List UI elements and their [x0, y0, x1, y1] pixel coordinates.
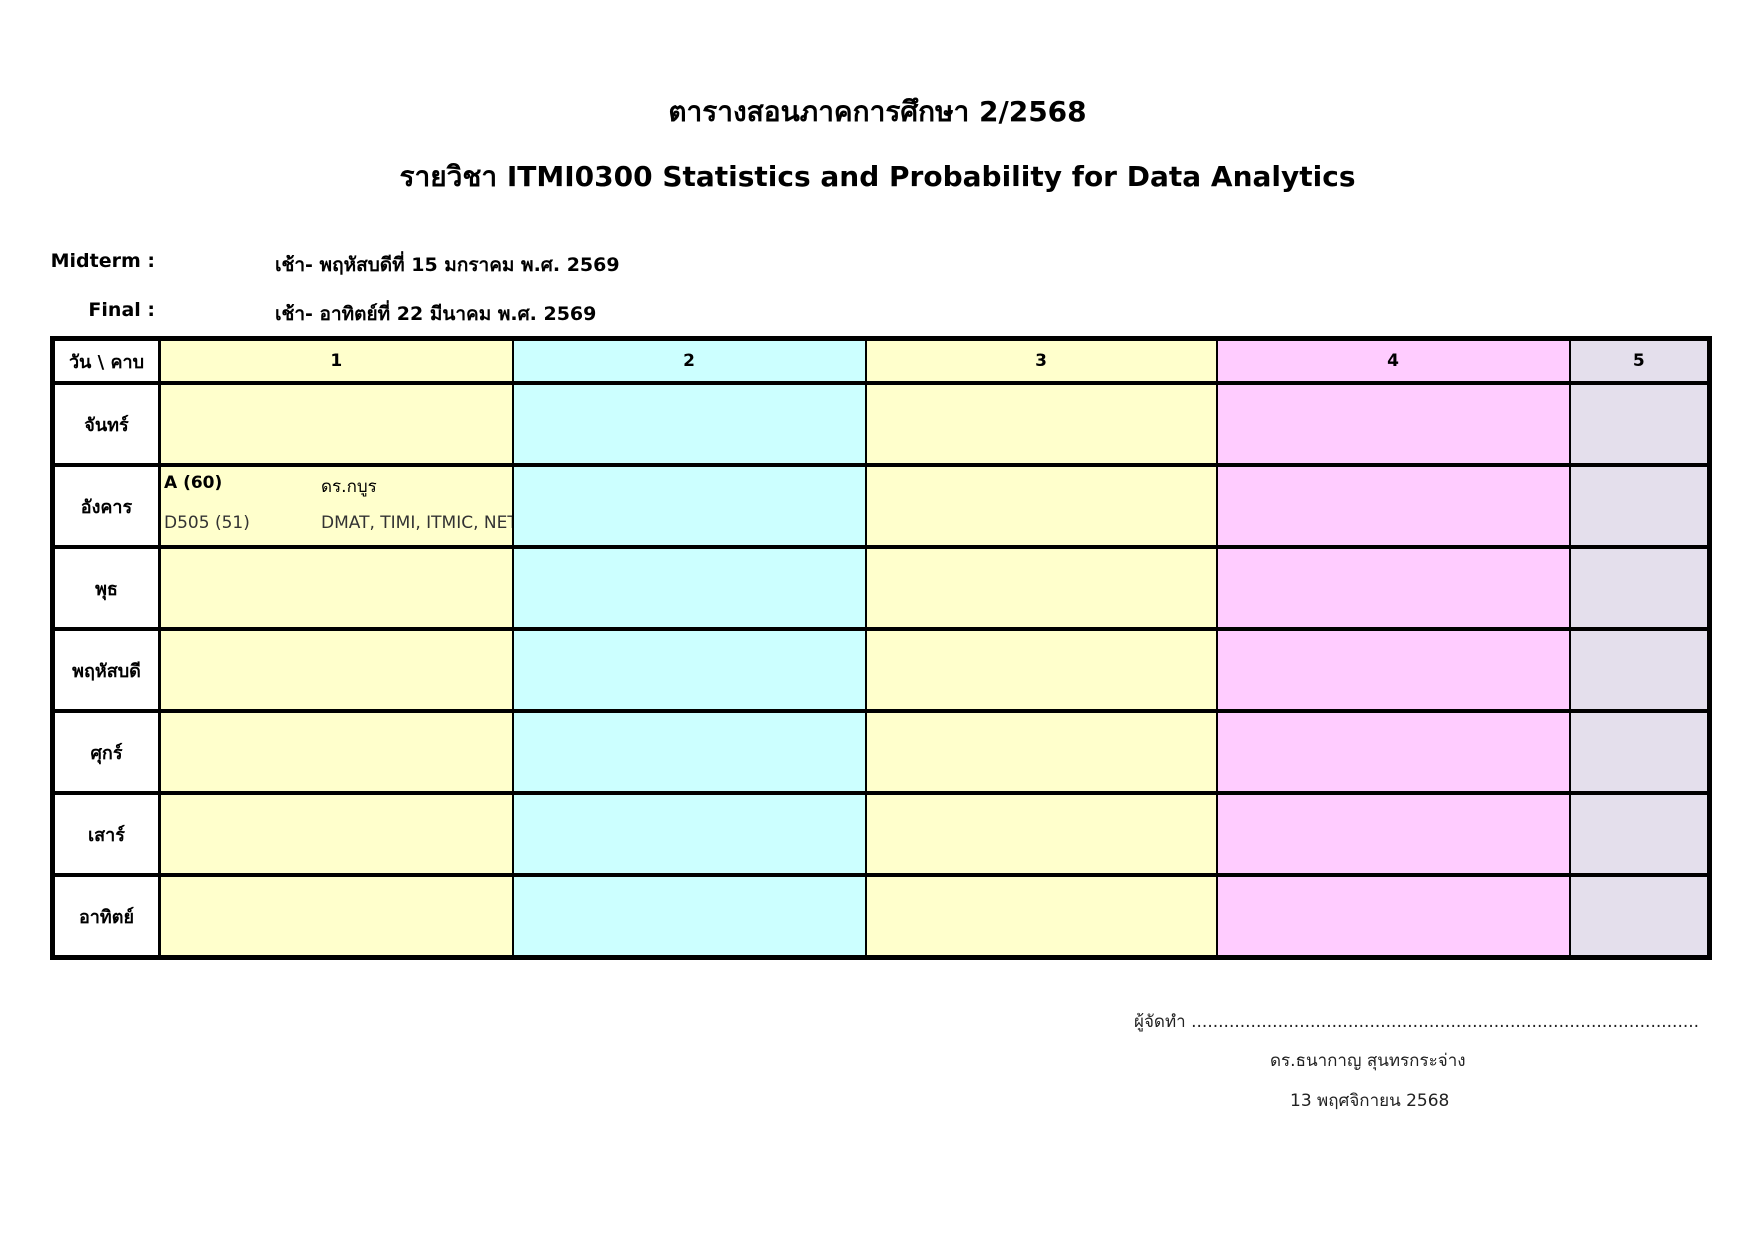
period-header-4: 4 [1215, 337, 1571, 384]
schedule-cell[interactable] [1215, 381, 1571, 466]
schedule-cell[interactable] [158, 709, 514, 794]
schedule-cell[interactable] [1568, 873, 1711, 959]
prepared-date: 13 พฤศจิกายน 2568 [1290, 1091, 1450, 1111]
instructor: ดร.กบูร [321, 477, 377, 497]
preparer-name: ดร.ธนากาญ สุนทรกระจ่าง [1270, 1051, 1466, 1071]
day-label: จันทร์ [51, 381, 161, 466]
schedule-cell[interactable] [864, 873, 1218, 959]
schedule-cell[interactable] [511, 381, 867, 466]
schedule-cell[interactable] [158, 791, 514, 876]
schedule-cell[interactable] [511, 545, 867, 630]
schedule-cell[interactable] [864, 381, 1218, 466]
schedule-cell[interactable] [511, 709, 867, 794]
schedule-cell[interactable] [1568, 381, 1711, 466]
day-row: อังคาร A (60) ดร.กบูร D505 (51) DMAT, TIMI, … [51, 463, 1711, 548]
prepared-by: ผู้จัดทำ ...............................… [1134, 1012, 1700, 1032]
midterm-date: เช้า- พฤหัสบดีที่ 15 มกราคม พ.ศ. 2569 [275, 254, 620, 276]
schedule-cell[interactable] [511, 463, 867, 548]
course-subtitle: รายวิชา ITMI0300 Statistics and Probabil… [399, 160, 1356, 193]
schedule-cell[interactable] [1215, 791, 1571, 876]
schedule-cell[interactable] [1568, 709, 1711, 794]
period-header-3: 3 [864, 337, 1218, 384]
section: A (60) [164, 473, 223, 493]
corner-header: วัน \ คาบ [51, 337, 161, 384]
day-label: อังคาร [51, 463, 161, 548]
schedule-cell[interactable] [1568, 627, 1711, 712]
schedule-cell[interactable] [1568, 545, 1711, 630]
day-label: พุธ [51, 545, 161, 630]
schedule-cell[interactable] [864, 627, 1218, 712]
schedule-cell[interactable] [864, 545, 1218, 630]
schedule-cell[interactable] [511, 791, 867, 876]
schedule-cell[interactable] [158, 873, 514, 959]
day-row: ศุกร์ [51, 709, 1711, 794]
period-header-1: 1 [158, 337, 514, 384]
schedule-cell[interactable] [158, 381, 514, 466]
schedule-cell[interactable] [1215, 545, 1571, 630]
day-row: เสาร์ [51, 791, 1711, 876]
schedule-table: วัน \ คาบ 1 2 3 4 5 จันทร์ อังคาร A (60) ดร… [50, 336, 1712, 960]
day-label: เสาร์ [51, 791, 161, 876]
schedule-cell[interactable] [1215, 709, 1571, 794]
day-row: พฤหัสบดี [51, 627, 1711, 712]
room: D505 (51) [164, 513, 250, 533]
schedule-cell[interactable] [1215, 873, 1571, 959]
period-header-2: 2 [511, 337, 867, 384]
schedule-cell[interactable] [1215, 627, 1571, 712]
schedule-cell[interactable] [864, 791, 1218, 876]
day-row: จันทร์ [51, 381, 1711, 466]
schedule-cell[interactable] [864, 709, 1218, 794]
schedule-cell[interactable] [1568, 791, 1711, 876]
schedule-cell[interactable] [511, 627, 867, 712]
schedule-cell[interactable]: A (60) ดร.กบูร D505 (51) DMAT, TIMI, ITMIC,… [158, 463, 514, 548]
final-date: เช้า- อาทิตย์ที่ 22 มีนาคม พ.ศ. 2569 [275, 303, 597, 325]
day-row: พุธ [51, 545, 1711, 630]
programs: DMAT, TIMI, ITMIC, NETC [321, 513, 512, 533]
day-label: ศุกร์ [51, 709, 161, 794]
period-header-5: 5 [1568, 337, 1711, 384]
page-title: ตารางสอนภาคการศึกษา 2/2568 [668, 95, 1087, 128]
class-entry[interactable]: A (60) ดร.กบูร D505 (51) DMAT, TIMI, ITMIC,… [161, 467, 512, 545]
schedule-cell[interactable] [158, 545, 514, 630]
day-label: พฤหัสบดี [51, 627, 161, 712]
schedule-cell[interactable] [864, 463, 1218, 548]
schedule-cell[interactable] [511, 873, 867, 959]
day-row: อาทิตย์ [51, 873, 1711, 959]
header-row: วัน \ คาบ 1 2 3 4 5 [51, 337, 1711, 384]
day-label: อาทิตย์ [51, 873, 161, 959]
schedule-cell[interactable] [1215, 463, 1571, 548]
schedule-cell[interactable] [1568, 463, 1711, 548]
schedule-cell[interactable] [158, 627, 514, 712]
